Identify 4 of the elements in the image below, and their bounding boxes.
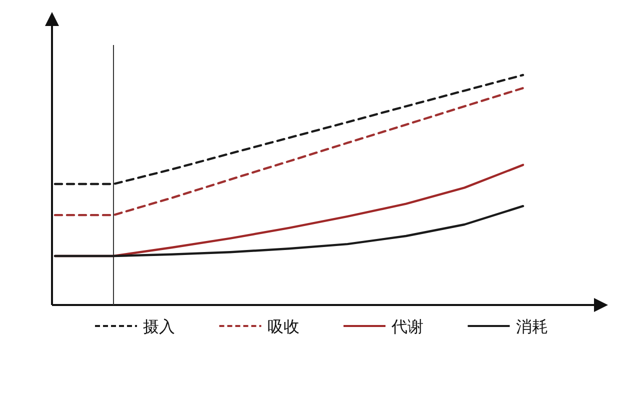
legend-label: 吸收 (267, 317, 300, 336)
legend-label: 代谢 (390, 317, 424, 336)
legend-label: 摄入 (143, 317, 175, 336)
legend-label: 消耗 (516, 317, 548, 336)
